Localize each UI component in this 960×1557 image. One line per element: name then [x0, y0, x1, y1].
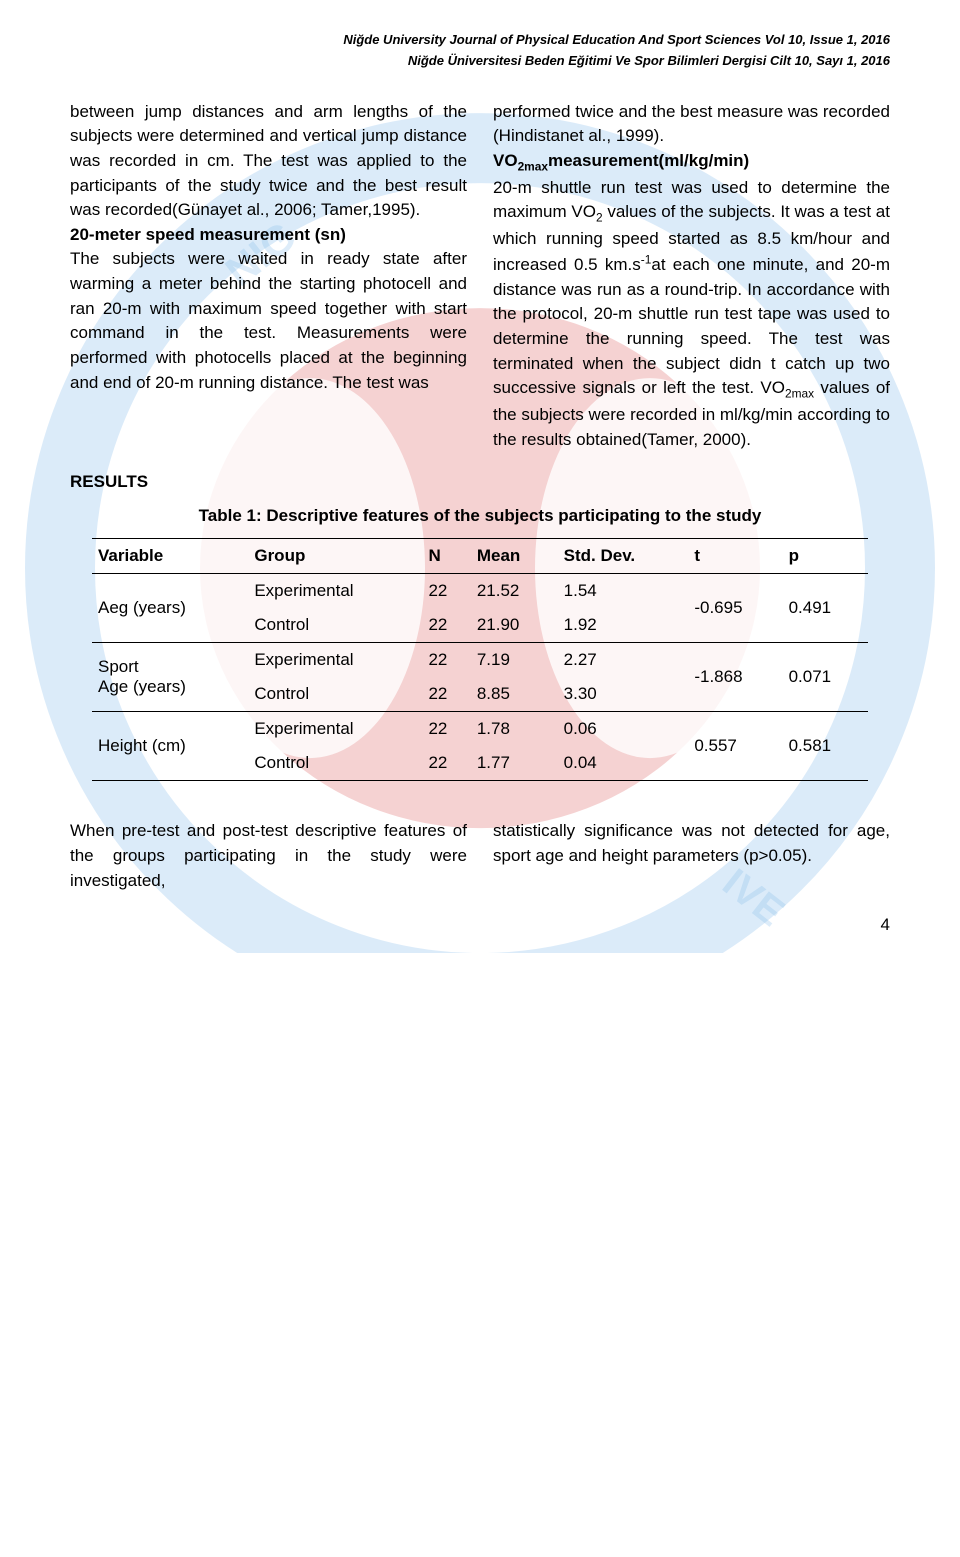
cell-group: Experimental — [248, 712, 422, 747]
page-number: 4 — [881, 915, 890, 935]
left-subheading-20m: 20-meter speed measurement (sn) — [70, 225, 346, 244]
cell-mean: 1.78 — [471, 712, 558, 747]
cell-n: 22 — [422, 677, 470, 712]
left-p1: between jump distances and arm lengths o… — [70, 102, 467, 220]
cell-n: 22 — [422, 712, 470, 747]
cell-n: 22 — [422, 643, 470, 678]
right-column: performed twice and the best measure was… — [493, 100, 890, 453]
cell-n: 22 — [422, 746, 470, 781]
cell-mean: 21.52 — [471, 574, 558, 609]
col-stddev: Std. Dev. — [558, 539, 689, 574]
cell-p: 0.071 — [783, 643, 868, 712]
cell-t: -0.695 — [688, 574, 782, 643]
cell-sd: 0.04 — [558, 746, 689, 781]
bottom-left-column: When pre-test and post-test descriptive … — [70, 819, 467, 893]
right-subheading-vo2max: VO2maxmeasurement(ml/kg/min) — [493, 151, 749, 170]
col-mean: Mean — [471, 539, 558, 574]
cell-t: -1.868 — [688, 643, 782, 712]
cell-t: 0.557 — [688, 712, 782, 781]
cell-n: 22 — [422, 608, 470, 643]
journal-header-line-2: Niğde Üniversitesi Beden Eğitimi Ve Spor… — [70, 51, 890, 72]
cell-mean: 21.90 — [471, 608, 558, 643]
cell-mean: 8.85 — [471, 677, 558, 712]
cell-n: 22 — [422, 574, 470, 609]
cell-variable: Height (cm) — [92, 712, 248, 781]
cell-sd: 2.27 — [558, 643, 689, 678]
journal-header: Niğde University Journal of Physical Edu… — [70, 30, 890, 72]
right-p1: performed twice and the best measure was… — [493, 102, 890, 146]
bottom-right-column: statistically significance was not detec… — [493, 819, 890, 893]
cell-p: 0.491 — [783, 574, 868, 643]
left-column: between jump distances and arm lengths o… — [70, 100, 467, 453]
cell-variable: Aeg (years) — [92, 574, 248, 643]
cell-group: Control — [248, 746, 422, 781]
cell-group: Experimental — [248, 574, 422, 609]
cell-group: Experimental — [248, 643, 422, 678]
col-n: N — [422, 539, 470, 574]
cell-group: Control — [248, 608, 422, 643]
cell-sd: 0.06 — [558, 712, 689, 747]
results-heading: RESULTS — [70, 472, 890, 492]
col-variable: Variable — [92, 539, 248, 574]
cell-mean: 7.19 — [471, 643, 558, 678]
cell-mean: 1.77 — [471, 746, 558, 781]
table-caption: Table 1: Descriptive features of the sub… — [70, 506, 890, 526]
cell-p: 0.581 — [783, 712, 868, 781]
cell-group: Control — [248, 677, 422, 712]
table-header-row: Variable Group N Mean Std. Dev. t p — [92, 539, 868, 574]
left-p2: The subjects were waited in ready state … — [70, 249, 467, 391]
col-group: Group — [248, 539, 422, 574]
cell-sd: 1.92 — [558, 608, 689, 643]
body-columns-bottom: When pre-test and post-test descriptive … — [70, 819, 890, 893]
body-columns-top: between jump distances and arm lengths o… — [70, 100, 890, 453]
cell-sd: 3.30 — [558, 677, 689, 712]
cell-sd: 1.54 — [558, 574, 689, 609]
journal-header-line-1: Niğde University Journal of Physical Edu… — [70, 30, 890, 51]
table-row: Aeg (years) Experimental 22 21.52 1.54 -… — [92, 574, 868, 609]
right-p2: 20-m shuttle run test was used to determ… — [493, 178, 890, 449]
table-row: SportAge (years) Experimental 22 7.19 2.… — [92, 643, 868, 678]
cell-variable: SportAge (years) — [92, 643, 248, 712]
descriptive-table: Variable Group N Mean Std. Dev. t p Aeg … — [92, 538, 868, 781]
col-p: p — [783, 539, 868, 574]
col-t: t — [688, 539, 782, 574]
table-row: Height (cm) Experimental 22 1.78 0.06 0.… — [92, 712, 868, 747]
